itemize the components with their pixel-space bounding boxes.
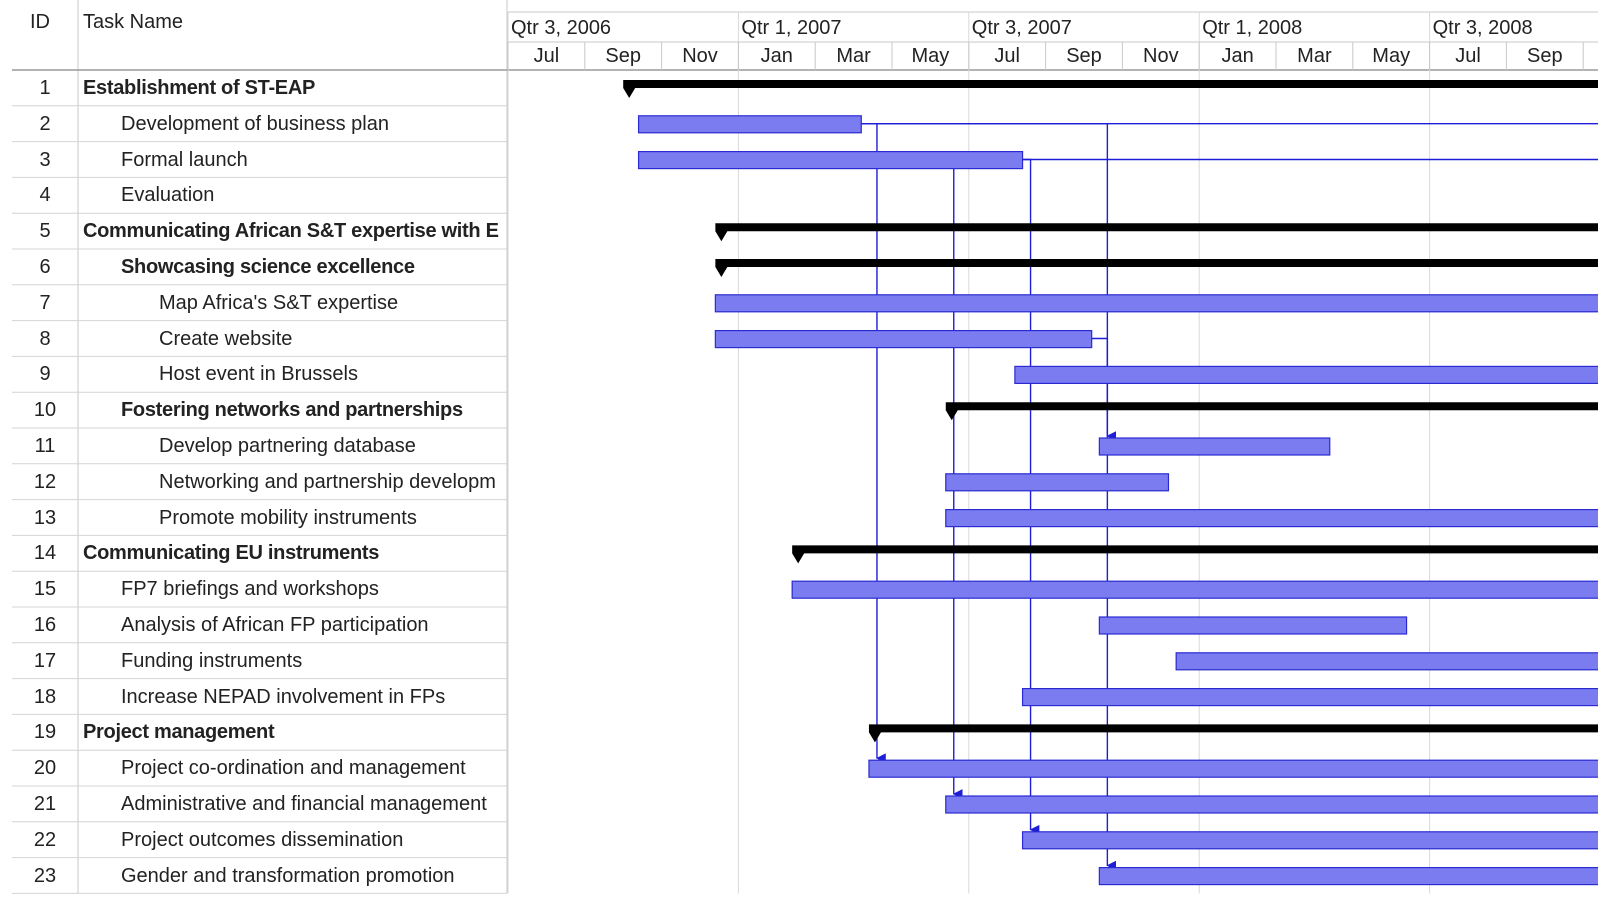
task-id[interactable]: 19 (33, 721, 57, 744)
task-id[interactable]: 10 (33, 399, 57, 422)
quarter-label: Qtr 1, 2008 (1202, 17, 1303, 39)
task-name[interactable]: Promote mobility instruments (159, 506, 417, 529)
month-label: May (911, 45, 950, 67)
summary-task-name[interactable]: Establishment of ST-EAP (83, 77, 316, 99)
task-bar[interactable] (945, 509, 1598, 528)
task-bar[interactable] (1098, 616, 1408, 635)
task-bar[interactable] (1098, 437, 1331, 456)
summary-bar[interactable] (868, 724, 1598, 743)
task-id[interactable]: 6 (39, 256, 51, 278)
task-name[interactable]: Development of business plan (121, 112, 389, 135)
task-id[interactable]: 4 (39, 184, 51, 207)
month-label: Sep (1066, 45, 1102, 67)
task-id[interactable]: 1 (39, 77, 51, 99)
task-id[interactable]: 22 (33, 828, 57, 851)
summary-task-name[interactable]: Fostering networks and partnerships (121, 399, 463, 422)
task-bar[interactable] (1021, 831, 1598, 850)
summary-bar[interactable] (715, 259, 1598, 277)
month-label: Mar (836, 45, 871, 67)
task-bar[interactable] (637, 115, 862, 134)
task-name[interactable]: Analysis of African FP participation (121, 614, 429, 636)
task-name[interactable]: Develop partnering database (159, 435, 416, 457)
task-bar[interactable] (637, 151, 1024, 170)
task-name[interactable]: Evaluation (121, 184, 215, 207)
month-label: Nov (1143, 45, 1179, 67)
month-label: May (1372, 45, 1411, 67)
month-label: Jul (1455, 45, 1481, 67)
summary-task-name[interactable]: Communicating EU instruments (83, 542, 380, 565)
task-name[interactable]: Map Africa's S&T expertise (159, 291, 399, 314)
dependency-link[interactable] (1022, 158, 1040, 835)
task-bar[interactable] (714, 294, 1598, 313)
month-label: Sep (1526, 45, 1563, 67)
task-bar[interactable] (945, 473, 1170, 492)
task-name[interactable]: Funding instruments (121, 649, 303, 672)
task-id[interactable]: 7 (39, 291, 51, 314)
month-label: Sep (605, 45, 641, 67)
task-name[interactable]: Gender and transformation promotion (121, 864, 455, 887)
task-id[interactable]: 15 (33, 578, 57, 601)
task-bar[interactable] (1014, 365, 1598, 384)
month-label: Nov (682, 45, 718, 67)
task-bar[interactable] (714, 330, 1093, 349)
task-id[interactable]: 18 (33, 685, 57, 708)
id-column-header[interactable]: ID (30, 11, 50, 33)
month-label: Jan (1221, 45, 1254, 67)
task-bar[interactable] (868, 759, 1598, 778)
task-name[interactable]: Administrative and financial management (121, 793, 487, 815)
summary-bar[interactable] (715, 223, 1598, 242)
task-id[interactable]: 13 (33, 506, 57, 529)
summary-bar[interactable] (792, 545, 1598, 564)
task-bar[interactable] (1021, 687, 1598, 707)
dependency-link[interactable] (861, 123, 886, 764)
summary-bar[interactable] (945, 402, 1598, 421)
task-id[interactable]: 16 (33, 614, 57, 636)
task-id[interactable]: 17 (33, 649, 57, 672)
task-name-column-header[interactable]: Task Name (83, 11, 184, 33)
quarter-label: Qtr 1, 2007 (741, 17, 842, 39)
task-id[interactable]: 14 (33, 542, 57, 565)
task-bar[interactable] (945, 795, 1598, 814)
month-label: Jul (994, 45, 1020, 67)
task-id[interactable]: 5 (39, 220, 51, 243)
task-bar[interactable] (1098, 866, 1598, 886)
task-id[interactable]: 20 (33, 757, 57, 780)
month-label: Mar (1297, 45, 1332, 67)
quarter-label: Qtr 3, 2007 (971, 17, 1072, 39)
dependency-link[interactable] (1091, 337, 1117, 441)
summary-task-name[interactable]: Project management (83, 721, 275, 744)
task-id[interactable]: 9 (39, 363, 51, 386)
task-name[interactable]: Networking and partnership developm (159, 470, 496, 493)
dependency-link[interactable] (1022, 158, 1598, 186)
quarter-label: Qtr 3, 2008 (1432, 17, 1533, 39)
summary-bar[interactable] (623, 80, 1598, 98)
task-name[interactable]: FP7 briefings and workshops (121, 578, 379, 601)
task-bar[interactable] (791, 580, 1598, 599)
task-id[interactable]: 21 (33, 793, 57, 815)
task-id[interactable]: 11 (34, 435, 56, 457)
task-name[interactable]: Project outcomes dissemination (121, 828, 404, 851)
summary-task-name[interactable]: Showcasing science excellence (121, 256, 415, 278)
quarter-label: Qtr 3, 2006 (511, 17, 612, 39)
task-name[interactable]: Host event in Brussels (159, 363, 358, 386)
task-name[interactable]: Formal launch (121, 148, 248, 171)
month-label: Jan (760, 45, 793, 67)
task-name[interactable]: Project co-ordination and management (121, 757, 466, 780)
task-id[interactable]: 12 (33, 470, 57, 493)
dependency-link[interactable] (861, 123, 1598, 186)
summary-task-name[interactable]: Communicating African S&T expertise with… (83, 220, 499, 243)
month-label: Jul (533, 45, 560, 67)
task-name[interactable]: Create website (159, 327, 293, 350)
task-id[interactable]: 2 (39, 112, 51, 135)
task-id[interactable]: 23 (33, 864, 57, 887)
task-id[interactable]: 8 (39, 327, 51, 350)
dependency-link[interactable] (861, 123, 1117, 871)
task-bar[interactable] (1175, 652, 1598, 671)
task-id[interactable]: 3 (39, 148, 51, 171)
task-name[interactable]: Increase NEPAD involvement in FPs (121, 685, 446, 708)
